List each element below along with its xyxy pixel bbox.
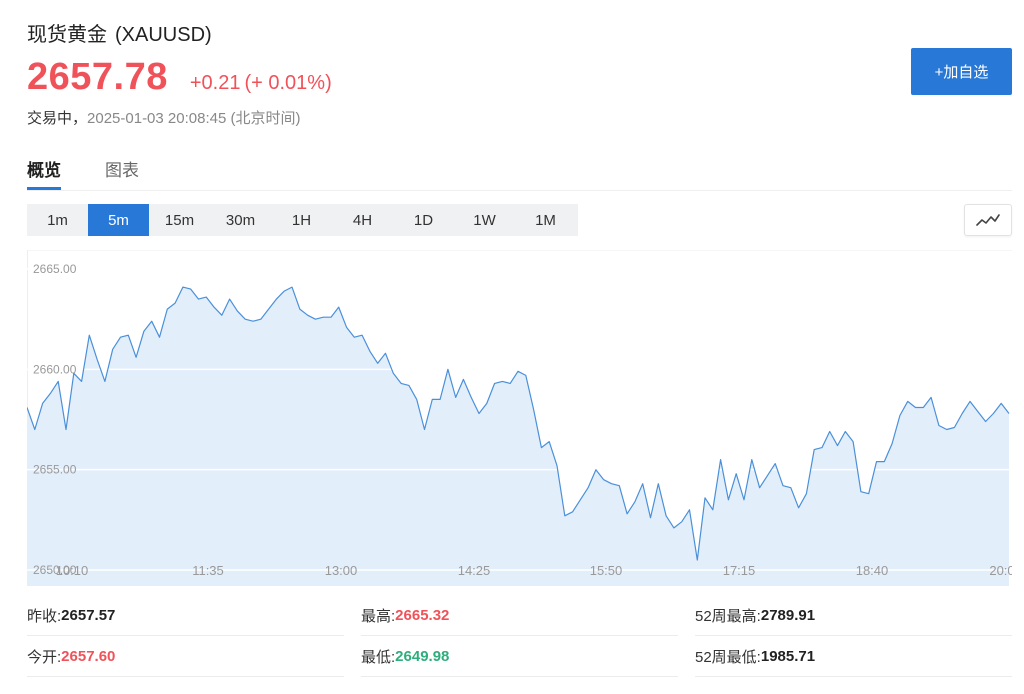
price-row: 2657.78 +0.21 (+ 0.01%)	[27, 56, 332, 102]
tab-chart[interactable]: 图表	[105, 161, 139, 180]
interval-15m-button[interactable]: 15m	[164, 211, 195, 229]
x-tick-label: 13:00	[325, 563, 358, 578]
stat-value: 2665.32	[395, 606, 450, 624]
instrument-name: 现货黄金	[27, 24, 107, 46]
x-tick-label: 14:25	[458, 563, 491, 578]
stat-label: 52周最低:	[695, 648, 761, 666]
stat-item: 今开: 2657.60	[27, 636, 344, 677]
y-tick-label: 2660.00	[33, 362, 77, 376]
stat-item: 52周最高: 2789.91	[695, 595, 1012, 636]
instrument-code: (XAUUSD)	[115, 24, 212, 46]
interval-1h-button[interactable]: 1H	[291, 211, 312, 229]
quote-timezone: (北京时间)	[230, 110, 301, 127]
x-tick-label: 10:10	[56, 563, 89, 578]
stat-value: 2649.98	[395, 647, 450, 665]
quote-timestamp: 2025-01-03 20:08:45	[87, 110, 227, 127]
interval-1m-button[interactable]: 1m	[47, 211, 68, 229]
stat-label: 最低:	[361, 648, 396, 666]
line-chart-icon	[976, 214, 1000, 226]
quote-stats: 昨收: 2657.57 最高: 2665.32 52周最高: 2789.91 今开: 2657…	[27, 595, 1012, 677]
stat-item: 最高: 2665.32	[361, 595, 678, 636]
stat-label: 52周最高:	[695, 607, 761, 625]
tab-divider	[27, 190, 1012, 191]
chart-type-button[interactable]	[964, 204, 1012, 236]
interval-selector: 1m 5m 15m 30m 1H 4H 1D 1W 1M	[27, 204, 578, 236]
price-change-value: +0.21	[189, 72, 241, 94]
interval-1d-button[interactable]: 1D	[413, 211, 434, 229]
trading-status: 交易中，2025-01-03 20:08:45 (北京时间)	[27, 107, 300, 128]
y-tick-label: 2665.00	[33, 262, 77, 276]
stat-item: 最低: 2649.98	[361, 636, 678, 677]
stat-label: 昨收:	[27, 607, 62, 625]
stat-value: 2657.57	[61, 606, 116, 624]
add-to-watchlist-button[interactable]: +加自选	[911, 48, 1012, 95]
stat-row: 昨收: 2657.57 最高: 2665.32 52周最高: 2789.91	[27, 595, 1012, 636]
stat-row: 今开: 2657.60 最低: 2649.98 52周最低: 1985.71	[27, 636, 1012, 677]
price-line	[27, 286, 1010, 561]
price-change-percent: (+ 0.01%)	[244, 72, 332, 94]
view-tabs: 概览 图表	[27, 150, 183, 192]
x-tick-label: 18:40	[856, 563, 889, 578]
trading-status-label: 交易中，	[27, 110, 88, 127]
interval-1w-button[interactable]: 1W	[473, 211, 496, 229]
stat-label: 今开:	[27, 648, 62, 666]
stat-value: 1985.71	[760, 647, 816, 665]
interval-4h-button[interactable]: 4H	[352, 211, 373, 229]
stat-value: 2657.60	[61, 647, 116, 665]
interval-5m-button[interactable]: 5m	[88, 204, 149, 236]
interval-30m-button[interactable]: 30m	[225, 211, 256, 229]
x-tick-label: 20:0	[989, 563, 1012, 578]
y-tick-label: 2650.00	[33, 563, 77, 577]
interval-1m-button[interactable]: 1M	[535, 211, 556, 229]
stat-label: 最高:	[361, 607, 396, 625]
price-change: +0.21 (+ 0.01%)	[190, 72, 332, 95]
x-tick-label: 15:50	[590, 563, 623, 578]
price-area-fill	[27, 287, 1009, 586]
instrument-title: 现货黄金 (XAUUSD)	[27, 18, 212, 47]
y-tick-label: 2655.00	[33, 463, 77, 477]
tab-overview[interactable]: 概览	[27, 150, 61, 192]
x-tick-label: 11:35	[192, 563, 224, 578]
stat-item: 昨收: 2657.57	[27, 595, 344, 636]
stat-value: 2789.91	[760, 606, 816, 624]
stat-item: 52周最低: 1985.71	[695, 636, 1012, 677]
current-price: 2657.78	[27, 56, 168, 98]
price-chart: 2650.00 2655.00 2660.00 2665.00 10:10 11:35 13…	[27, 250, 1012, 586]
x-tick-label: 17:15	[723, 563, 756, 578]
